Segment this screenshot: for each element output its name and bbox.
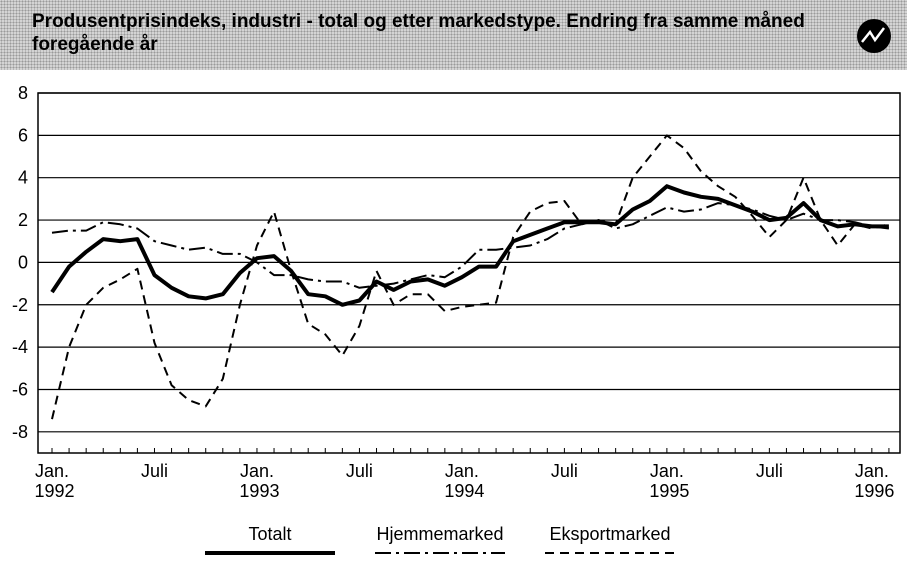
x-tick-label: Juli — [346, 461, 373, 481]
y-tick-label: 0 — [18, 252, 28, 272]
logo — [857, 19, 891, 53]
series-line — [51, 202, 890, 289]
y-tick-label: 6 — [18, 125, 28, 145]
y-tick-label: -2 — [12, 295, 28, 315]
series-line — [51, 134, 890, 420]
y-tick-label: -6 — [12, 379, 28, 399]
chart-title: Produsentprisindeks, industri - total og… — [32, 11, 805, 55]
y-tick-label: 4 — [18, 168, 28, 188]
x-tick-label: Jan. 1992 — [29, 461, 74, 501]
x-tick-label: Juli — [756, 461, 783, 481]
x-tick-label: Jan. 1994 — [439, 461, 484, 501]
y-tick-label: 8 — [18, 83, 28, 103]
x-tick-label: Jan. 1993 — [234, 461, 279, 501]
y-tick-label: 2 — [18, 210, 28, 230]
x-tick-label: Juli — [141, 461, 168, 481]
x-tick-label: Jan. 1995 — [644, 461, 689, 501]
series-line — [50, 184, 889, 307]
y-tick-label: -4 — [12, 337, 28, 357]
y-tick-label: -8 — [12, 422, 28, 442]
legend-label: Eksportmarked — [549, 524, 670, 544]
x-tick-label: Jan. 1996 — [849, 461, 894, 501]
legend-label: Totalt — [248, 524, 291, 544]
title-banner: Produsentprisindeks, industri - total og… — [0, 0, 907, 70]
legend-label: Hjemmemarked — [376, 524, 503, 544]
x-tick-label: Juli — [551, 461, 578, 481]
